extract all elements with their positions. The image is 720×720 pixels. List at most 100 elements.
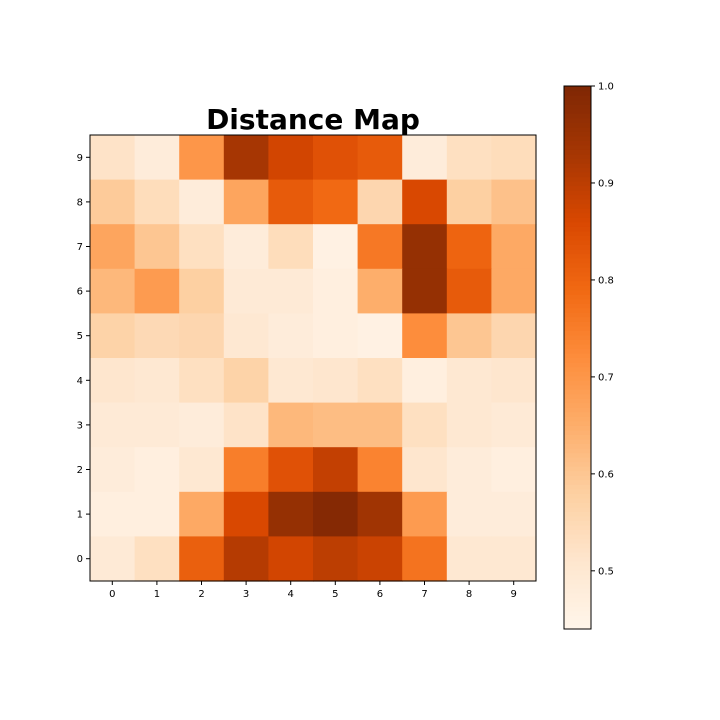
- colorbar-ticks: 0.5 0.6 0.7 0.8 0.9 1.0: [591, 82, 614, 577]
- heatmap-cell: [223, 536, 269, 582]
- colorbar-segment: [564, 280, 591, 286]
- colorbar-segment: [564, 298, 591, 304]
- heatmap-cell: [179, 313, 225, 359]
- colorbar-segment: [564, 190, 591, 196]
- colorbar-segment: [564, 615, 591, 621]
- heatmap-cell: [134, 224, 180, 270]
- heatmap-cell: [268, 313, 314, 359]
- heatmap-cell: [446, 268, 492, 314]
- colorbar-segment: [564, 375, 591, 381]
- heatmap-cell: [446, 447, 492, 493]
- colorbar-segment: [564, 104, 591, 110]
- x-tick-label: 9: [511, 589, 517, 600]
- heatmap-cell: [268, 402, 314, 448]
- colorbar-tick-label: 1.0: [598, 82, 614, 93]
- colorbar-segment: [564, 248, 591, 255]
- heatmap-cell: [179, 224, 225, 270]
- heatmap-cell: [402, 224, 448, 270]
- heatmap-cell: [179, 402, 225, 448]
- heatmap-cell: [90, 536, 136, 582]
- colorbar-segment: [564, 203, 591, 209]
- heatmap-cell: [134, 491, 180, 537]
- y-tick-label: 3: [77, 420, 83, 431]
- heatmap-cell: [268, 135, 314, 181]
- heatmap-cell: [357, 536, 403, 582]
- colorbar-segment: [564, 520, 591, 526]
- heatmap-cell: [402, 268, 448, 314]
- colorbar-segment: [564, 285, 591, 291]
- y-tick-label: 6: [77, 287, 83, 298]
- heatmap-cells: [90, 135, 537, 582]
- colorbar-segment: [564, 262, 591, 268]
- heatmap-cell: [179, 135, 225, 181]
- heatmap-cell: [223, 135, 269, 181]
- colorbar-segment: [564, 230, 591, 236]
- heatmap-cell: [268, 536, 314, 582]
- heatmap-cell: [90, 447, 136, 493]
- colorbar-segment: [564, 113, 591, 119]
- heatmap-cell: [402, 358, 448, 404]
- heatmap-cell: [313, 135, 359, 181]
- colorbar-segment: [564, 357, 591, 363]
- heatmap-cell: [402, 135, 448, 181]
- heatmap-cell: [90, 313, 136, 359]
- colorbar-segment: [564, 470, 591, 476]
- colorbar-segment: [564, 402, 591, 408]
- heatmap-cell: [268, 224, 314, 270]
- colorbar-segment: [564, 452, 591, 458]
- colorbar-segment: [564, 221, 591, 227]
- heatmap-cell: [446, 536, 492, 582]
- heatmap-cell: [90, 224, 136, 270]
- colorbar-segment: [564, 624, 591, 630]
- colorbar-segment: [564, 194, 591, 200]
- y-tick-label: 8: [77, 197, 83, 208]
- heatmap-cell: [402, 313, 448, 359]
- colorbar-segment: [564, 511, 591, 517]
- colorbar-segment: [564, 583, 591, 589]
- x-tick-label: 1: [154, 589, 160, 600]
- y-tick-label: 5: [77, 331, 83, 342]
- colorbar-segment: [564, 484, 591, 490]
- x-tick-label: 3: [243, 589, 249, 600]
- colorbar-segment: [564, 457, 591, 463]
- heatmap-cell: [134, 358, 180, 404]
- heatmap-cell: [357, 313, 403, 359]
- colorbar-segment: [564, 610, 591, 617]
- colorbar-segment: [564, 303, 591, 309]
- heatmap-cell: [402, 447, 448, 493]
- colorbar-segment: [564, 312, 591, 318]
- heatmap-cell: [357, 135, 403, 181]
- colorbar-gradient: [564, 86, 591, 630]
- colorbar-segment: [564, 122, 591, 128]
- colorbar-segment: [564, 407, 591, 413]
- heatmap-cell: [491, 135, 537, 181]
- colorbar-segment: [564, 217, 591, 223]
- heatmap-cell: [90, 358, 136, 404]
- colorbar-segment: [564, 176, 591, 182]
- colorbar-segment: [564, 425, 591, 431]
- x-tick-label: 0: [109, 589, 115, 600]
- plot-frame: [89, 134, 537, 582]
- heatmap-cell: [223, 447, 269, 493]
- colorbar-segment: [564, 529, 591, 535]
- x-axis-ticks: 0 1 2 3 4 5 6 7 8 9: [109, 581, 517, 600]
- heatmap-cell: [313, 358, 359, 404]
- heatmap-cell: [446, 313, 492, 359]
- heatmap-cell: [313, 268, 359, 314]
- colorbar-segment: [564, 117, 591, 123]
- heatmap-cell: [223, 224, 269, 270]
- heatmap-cell: [402, 491, 448, 537]
- colorbar-segment: [564, 276, 591, 282]
- x-tick-label: 7: [421, 589, 427, 600]
- colorbar-segment: [564, 149, 591, 155]
- colorbar-segment: [564, 244, 591, 250]
- colorbar-segment: [564, 348, 591, 354]
- x-tick-label: 6: [377, 589, 383, 600]
- heatmap-cell: [134, 313, 180, 359]
- colorbar-segment: [564, 325, 591, 331]
- colorbar-segment: [564, 171, 591, 178]
- heatmap-cell: [491, 268, 537, 314]
- heatmap-cell: [313, 224, 359, 270]
- colorbar-segment: [564, 601, 591, 607]
- heatmap-cell: [268, 179, 314, 225]
